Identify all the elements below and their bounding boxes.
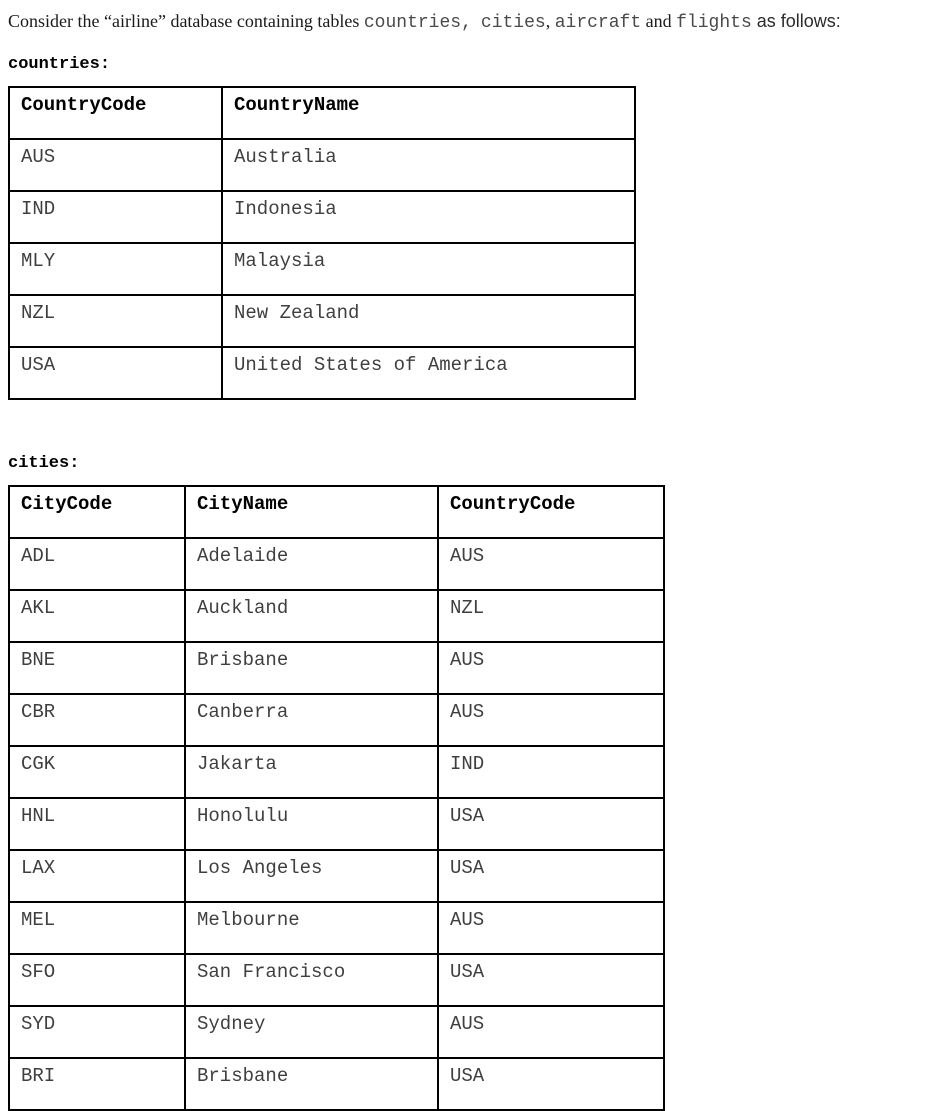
cities-table: CityCode CityName CountryCode ADL Adelaide AU…	[8, 485, 665, 1111]
cities-cell: CGK	[8, 745, 186, 799]
intro-segment: cities	[480, 13, 546, 33]
cities-cell: Sydney	[184, 1005, 439, 1059]
cities-header-row: CityCode CityName CountryCode	[8, 485, 665, 539]
intro-segment	[472, 11, 481, 31]
table-row: AKL Auckland NZL	[8, 589, 665, 643]
cities-cell: IND	[437, 745, 665, 799]
intro-segment: flights	[676, 13, 752, 33]
table-row: BRI Brisbane USA	[8, 1057, 665, 1111]
countries-cell: MLY	[8, 242, 223, 296]
cities-cell: San Francisco	[184, 953, 439, 1007]
cities-column-header: CityCode	[8, 485, 186, 539]
countries-section: countries: CountryCode CountryName AUS Aust…	[8, 55, 931, 400]
cities-cell: Adelaide	[184, 537, 439, 591]
cities-cell: AUS	[437, 1005, 665, 1059]
intro-segment: and	[641, 11, 677, 31]
cities-cell: USA	[437, 849, 665, 903]
cities-cell: BNE	[8, 641, 186, 695]
table-row: BNE Brisbane AUS	[8, 641, 665, 695]
cities-cell: AUS	[437, 537, 665, 591]
countries-cell: New Zealand	[221, 294, 636, 348]
countries-cell: AUS	[8, 138, 223, 192]
cities-cell: Auckland	[184, 589, 439, 643]
cities-cell: Brisbane	[184, 641, 439, 695]
cities-cell: AUS	[437, 641, 665, 695]
intro-segment: countries,	[363, 13, 472, 33]
cities-cell: LAX	[8, 849, 186, 903]
cities-cell: Melbourne	[184, 901, 439, 955]
countries-cell: NZL	[8, 294, 223, 348]
cities-table-label: cities:	[8, 454, 80, 473]
cities-cell: Canberra	[184, 693, 439, 747]
countries-cell: Australia	[221, 138, 636, 192]
cities-cell: SFO	[8, 953, 186, 1007]
cities-section: cities: CityCode CityName CountryCode ADL Ad…	[8, 454, 931, 1111]
cities-cell: NZL	[437, 589, 665, 643]
cities-cell: USA	[437, 797, 665, 851]
cities-cell: USA	[437, 953, 665, 1007]
cities-cell: Brisbane	[184, 1057, 439, 1111]
table-row: AUS Australia	[8, 138, 636, 192]
cities-cell: BRI	[8, 1057, 186, 1111]
countries-column-header: CountryName	[221, 86, 636, 140]
table-row: IND Indonesia	[8, 190, 636, 244]
cities-cell: AKL	[8, 589, 186, 643]
countries-table-label: countries:	[8, 55, 111, 74]
countries-cell: Indonesia	[221, 190, 636, 244]
cities-cell: ADL	[8, 537, 186, 591]
cities-cell: AUS	[437, 693, 665, 747]
table-row: USA United States of America	[8, 346, 636, 400]
cities-cell: MEL	[8, 901, 186, 955]
countries-cell: United States of America	[221, 346, 636, 400]
table-row: CBR Canberra AUS	[8, 693, 665, 747]
intro-text: Consider the “airline” database containi…	[8, 8, 931, 37]
cities-cell: HNL	[8, 797, 186, 851]
countries-cell: Malaysia	[221, 242, 636, 296]
table-row: MLY Malaysia	[8, 242, 636, 296]
table-row: LAX Los Angeles USA	[8, 849, 665, 903]
document-body: Consider the “airline” database containi…	[8, 8, 931, 1111]
table-row: NZL New Zealand	[8, 294, 636, 348]
table-row: ADL Adelaide AUS	[8, 537, 665, 591]
cities-cell: SYD	[8, 1005, 186, 1059]
intro-segment: Consider the “airline” database containi…	[8, 11, 364, 31]
countries-table: CountryCode CountryName AUS Australia IND Ind…	[8, 86, 636, 400]
table-row: SFO San Francisco USA	[8, 953, 665, 1007]
cities-column-header: CountryCode	[437, 485, 665, 539]
intro-segment: aircraft	[554, 13, 642, 33]
intro-segment: as follows:	[751, 11, 841, 31]
cities-cell: USA	[437, 1057, 665, 1111]
table-row: MEL Melbourne AUS	[8, 901, 665, 955]
countries-header-row: CountryCode CountryName	[8, 86, 636, 140]
cities-cell: CBR	[8, 693, 186, 747]
cities-column-header: CityName	[184, 485, 439, 539]
countries-cell: IND	[8, 190, 223, 244]
cities-cell: Honolulu	[184, 797, 439, 851]
intro-segment: ,	[545, 11, 555, 31]
cities-cell: Los Angeles	[184, 849, 439, 903]
cities-cell: Jakarta	[184, 745, 439, 799]
cities-cell: AUS	[437, 901, 665, 955]
table-row: SYD Sydney AUS	[8, 1005, 665, 1059]
countries-cell: USA	[8, 346, 223, 400]
table-row: CGK Jakarta IND	[8, 745, 665, 799]
countries-column-header: CountryCode	[8, 86, 223, 140]
table-row: HNL Honolulu USA	[8, 797, 665, 851]
